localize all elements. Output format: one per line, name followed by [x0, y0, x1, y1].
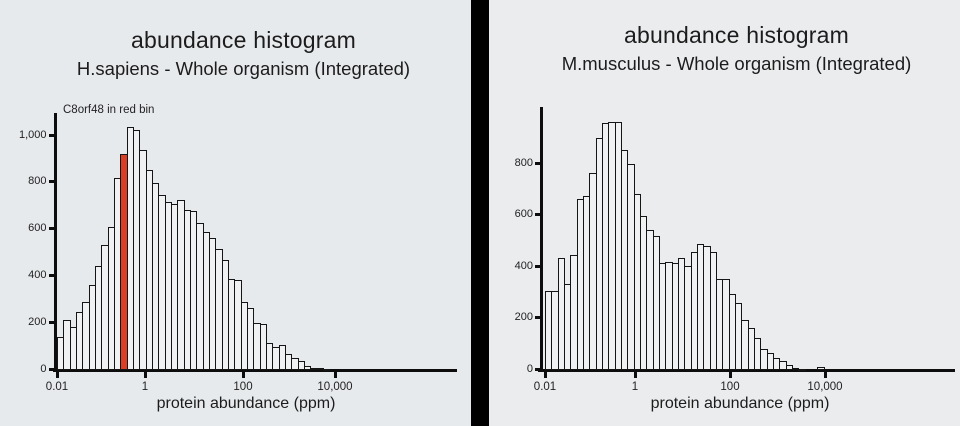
y-tick-mark	[48, 367, 54, 371]
y-tick-mark	[48, 273, 54, 277]
x-tick-label: 1	[141, 381, 149, 393]
x-tick-label: 100	[720, 381, 740, 393]
y-tick-mark	[535, 316, 540, 319]
y-tick-label: 400	[514, 259, 533, 272]
x-tick-mark	[55, 372, 59, 378]
y-tick-mark	[535, 161, 540, 165]
x-axis-line	[538, 369, 955, 372]
histogram-bar	[791, 367, 800, 370]
y-tick-mark	[48, 227, 54, 231]
y-tick-label: 1,000	[18, 128, 47, 141]
plot-area: 0 200 400 600 800 0.01 1 100 10,000	[489, 0, 960, 426]
y-tick-label: 200	[28, 315, 47, 328]
x-axis-line	[53, 369, 457, 372]
y-axis-line	[53, 113, 57, 372]
panel-divider	[471, 0, 489, 426]
y-tick-label: 600	[28, 222, 47, 235]
x-axis-title: protein abundance (ppm)	[650, 395, 830, 412]
mmusculus-histogram-panel: abundance histogram M.musculus - Whole o…	[489, 0, 960, 426]
chart-title: abundance histogram	[130, 27, 356, 53]
x-tick-mark	[823, 372, 827, 378]
x-tick-label: 10,000	[807, 381, 843, 393]
y-tick-mark	[48, 320, 54, 324]
x-tick-label: 10,000	[317, 381, 353, 393]
x-tick-mark	[333, 372, 337, 378]
histogram-bar	[322, 368, 331, 371]
x-tick-mark	[728, 372, 732, 378]
x-tick-label: 0.01	[45, 381, 69, 393]
x-tick-mark	[543, 372, 547, 378]
plot-area: 0 200 400 600 800 1,000 0.01 1 100 10,000	[0, 0, 471, 426]
y-tick-label: 0	[40, 362, 47, 375]
y-tick-label: 400	[28, 268, 47, 281]
y-tick-label: 800	[514, 156, 533, 169]
x-tick-label: 100	[233, 381, 253, 393]
x-tick-label: 0.01	[533, 381, 557, 393]
x-tick-mark	[241, 372, 245, 378]
x-axis-title: protein abundance (ppm)	[156, 395, 336, 412]
y-axis-line	[540, 107, 543, 372]
y-tick-mark	[48, 180, 54, 184]
y-tick-mark	[535, 213, 540, 216]
x-tick-mark	[633, 372, 637, 378]
histogram-bar	[798, 368, 806, 371]
histogram-bar	[785, 365, 794, 370]
x-tick-label: 1	[631, 381, 639, 393]
hsapiens-histogram-panel: abundance histogram H.sapiens - Whole or…	[0, 0, 471, 426]
x-tick-mark	[143, 372, 147, 378]
chart-subtitle: M.musculus - Whole organism (Integrated)	[561, 53, 912, 74]
y-tick-label: 600	[514, 208, 533, 220]
chart-title: abundance histogram	[623, 22, 849, 48]
y-tick-label: 800	[28, 175, 47, 188]
y-tick-label: 200	[514, 311, 533, 323]
y-tick-label: 0	[526, 362, 533, 375]
y-tick-mark	[535, 264, 540, 268]
chart-subtitle: H.sapiens - Whole organism (Integrated)	[76, 58, 411, 79]
y-tick-mark	[535, 367, 540, 371]
histogram-bar	[297, 360, 306, 370]
y-tick-mark	[48, 133, 54, 137]
red-bin-annotation: C8orf48 in red bin	[63, 104, 155, 116]
histogram-bar	[817, 366, 825, 370]
